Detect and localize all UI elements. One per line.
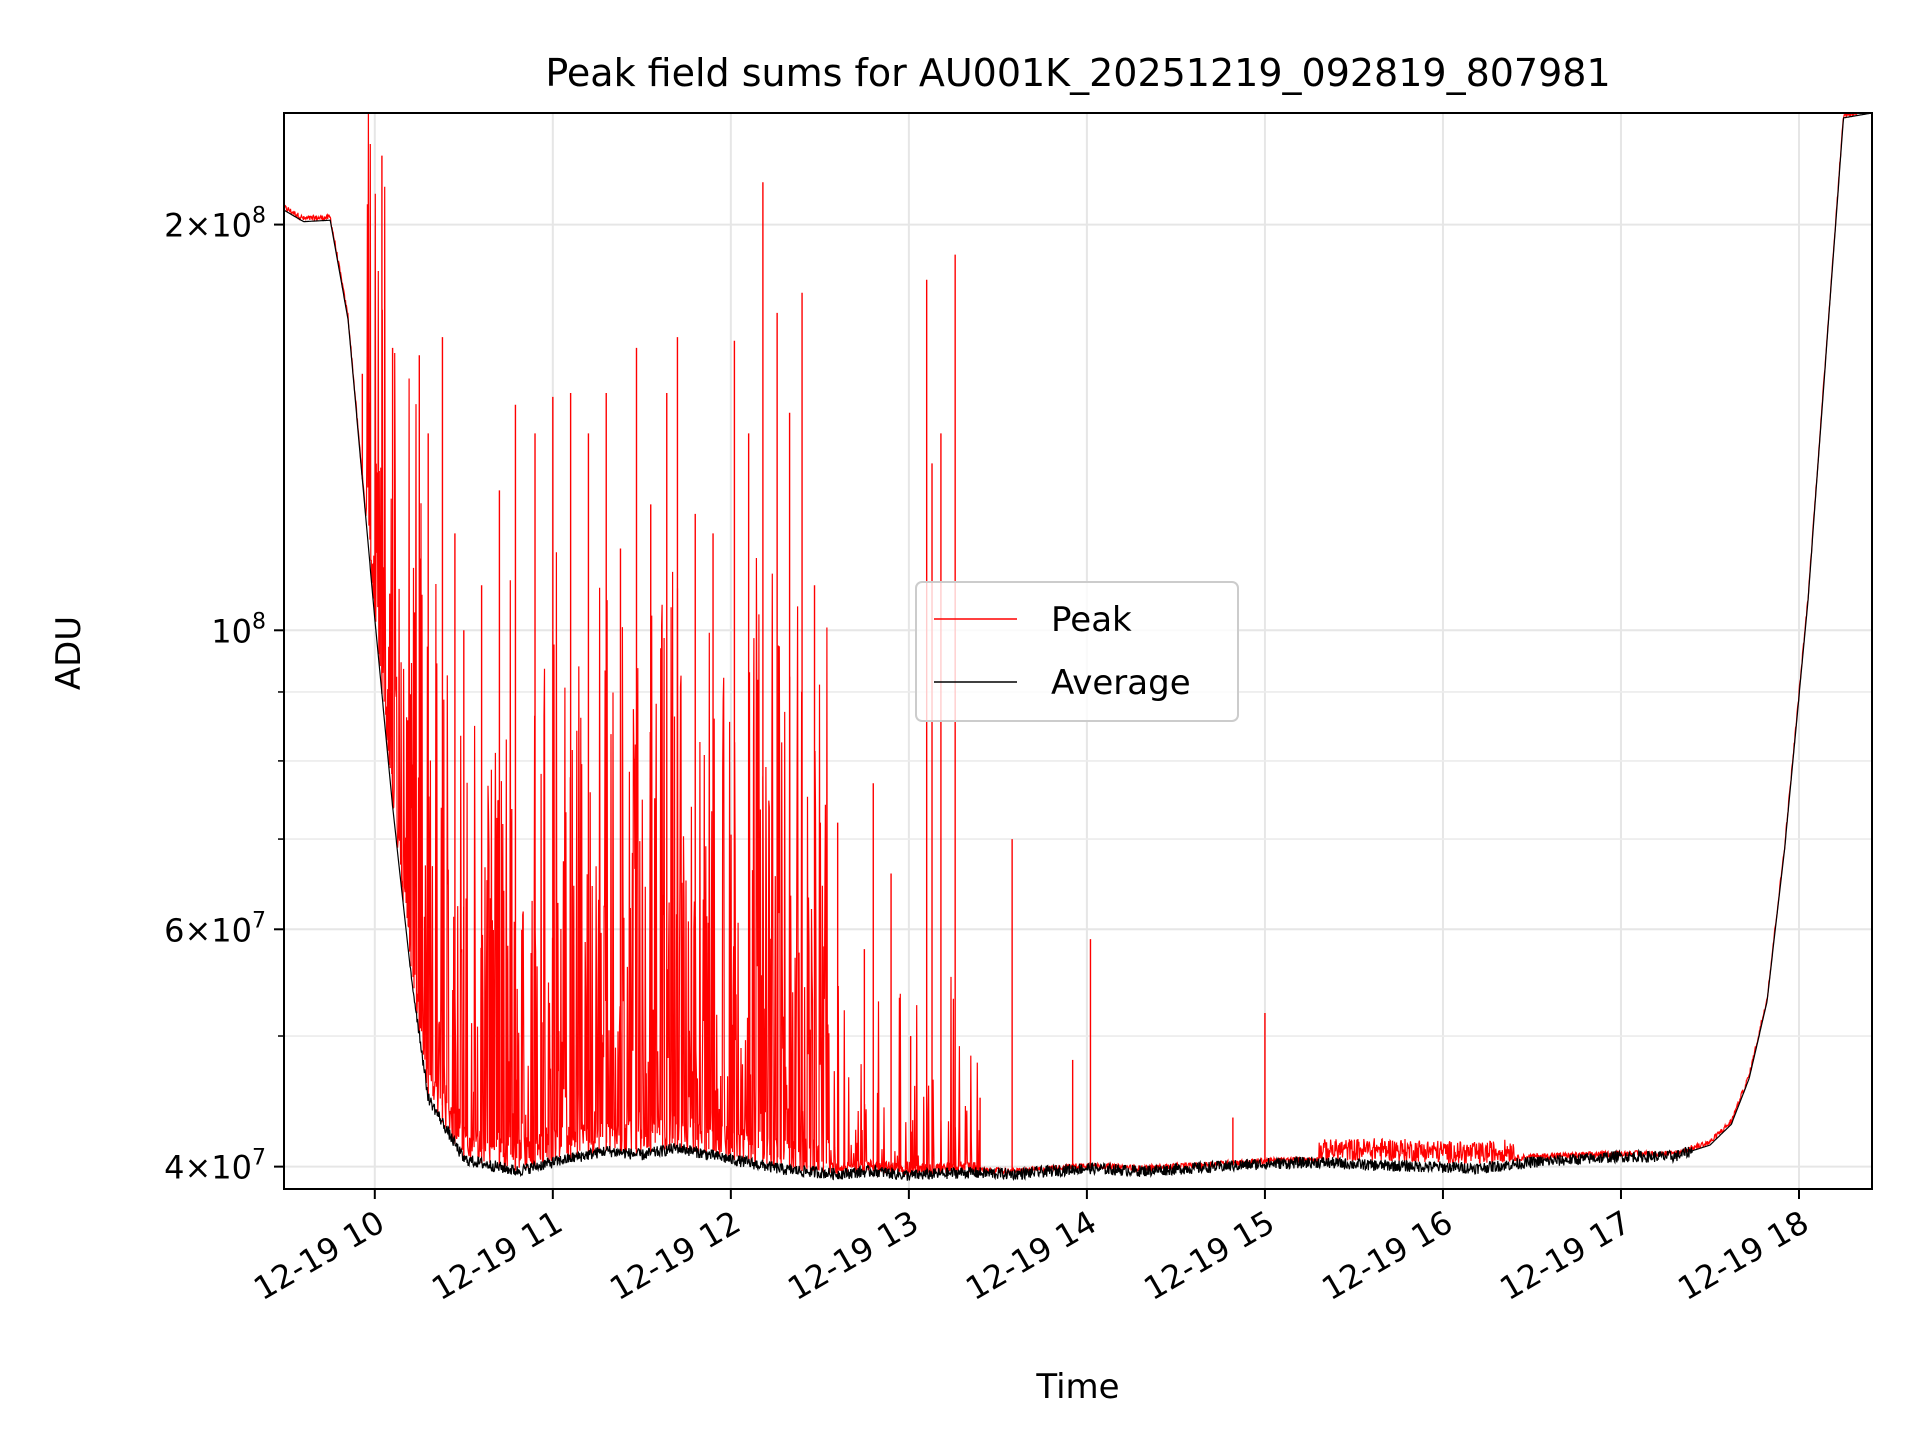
y-tick-label-exponent: 7 — [252, 1146, 266, 1171]
y-tick-label: 6×107 — [164, 908, 266, 949]
legend: Peak Average — [915, 581, 1239, 722]
legend-average-label: Average — [1051, 663, 1191, 703]
chart-title: Peak field sums for AU001K_20251219_0928… — [545, 51, 1610, 95]
average-series-line — [284, 113, 1872, 1181]
y-tick-label-exponent: 7 — [252, 908, 266, 933]
y-tick-label: 4×107 — [164, 1146, 266, 1187]
legend-box — [915, 581, 1239, 722]
y-tick-label-base: 6×10 — [164, 911, 252, 949]
y-tick-label-base: 2×10 — [164, 207, 252, 245]
average-series-layer — [284, 113, 1872, 1181]
x-axis-label: Time — [1035, 1367, 1119, 1407]
y-axis-label: ADU — [49, 616, 89, 690]
y-tick-label-base: 10 — [211, 612, 252, 650]
plot-area — [284, 113, 1872, 1181]
y-tick-label: 2×108 — [164, 204, 266, 245]
y-tick-label-exponent: 8 — [252, 609, 266, 634]
y-tick-label-exponent: 8 — [252, 204, 266, 229]
legend-peak-label: Peak — [1051, 600, 1132, 640]
y-tick-label-base: 4×10 — [164, 1149, 252, 1187]
y-tick-label: 108 — [211, 609, 266, 650]
axes-frame — [283, 112, 1873, 1190]
peak-series-layer — [284, 113, 1868, 1176]
